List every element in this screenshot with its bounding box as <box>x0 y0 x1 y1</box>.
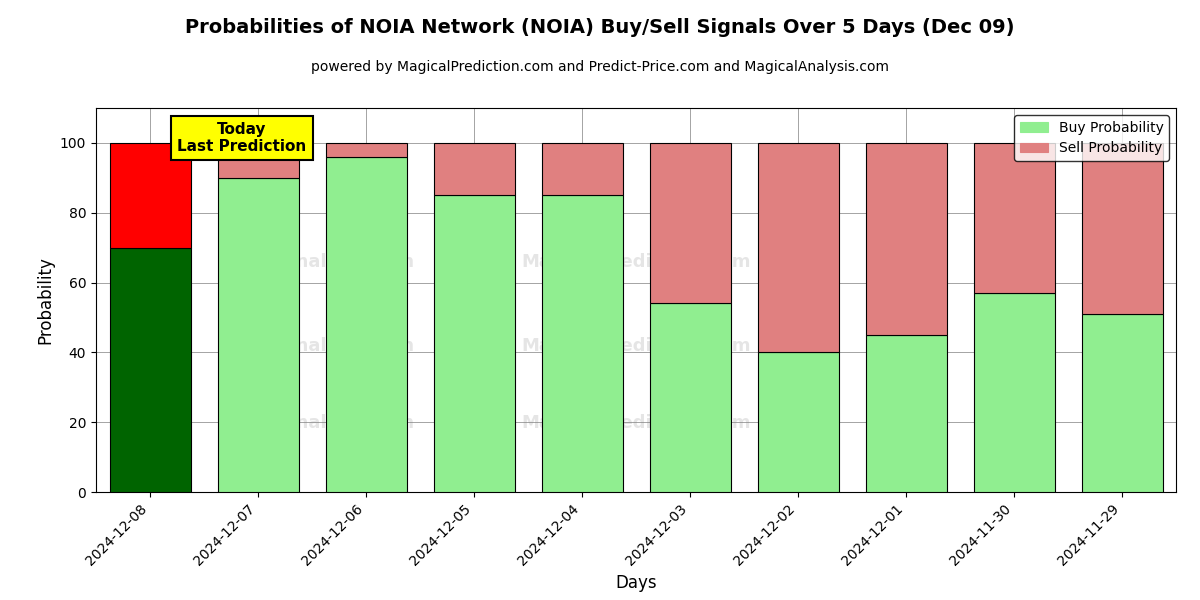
Bar <box>325 143 407 157</box>
Text: MagicalPrediction.com: MagicalPrediction.com <box>521 253 751 271</box>
Bar <box>541 143 623 195</box>
Legend: Buy Probability, Sell Probability: Buy Probability, Sell Probability <box>1014 115 1169 161</box>
Bar <box>1081 314 1163 492</box>
Bar <box>433 195 515 492</box>
X-axis label: Days: Days <box>616 574 656 592</box>
Text: powered by MagicalPrediction.com and Predict-Price.com and MagicalAnalysis.com: powered by MagicalPrediction.com and Pre… <box>311 60 889 74</box>
Bar <box>109 248 191 492</box>
Text: calAnalysis.com: calAnalysis.com <box>253 253 414 271</box>
Bar <box>217 143 299 178</box>
Bar <box>865 143 947 335</box>
Bar <box>541 195 623 492</box>
Text: calAnalysis.com: calAnalysis.com <box>253 337 414 355</box>
Bar <box>1081 143 1163 314</box>
Bar <box>973 293 1055 492</box>
Bar <box>649 143 731 304</box>
Bar <box>757 352 839 492</box>
Text: Today
Last Prediction: Today Last Prediction <box>178 122 306 154</box>
Bar <box>325 157 407 492</box>
Y-axis label: Probability: Probability <box>36 256 54 344</box>
Bar <box>217 178 299 492</box>
Bar <box>433 143 515 195</box>
Text: MagicalPrediction.com: MagicalPrediction.com <box>521 337 751 355</box>
Bar <box>973 143 1055 293</box>
Text: calAnalysis.com: calAnalysis.com <box>253 414 414 432</box>
Text: MagicalPrediction.com: MagicalPrediction.com <box>521 414 751 432</box>
Text: Probabilities of NOIA Network (NOIA) Buy/Sell Signals Over 5 Days (Dec 09): Probabilities of NOIA Network (NOIA) Buy… <box>185 18 1015 37</box>
Bar <box>757 143 839 352</box>
Bar <box>865 335 947 492</box>
Bar <box>109 143 191 248</box>
Bar <box>649 304 731 492</box>
